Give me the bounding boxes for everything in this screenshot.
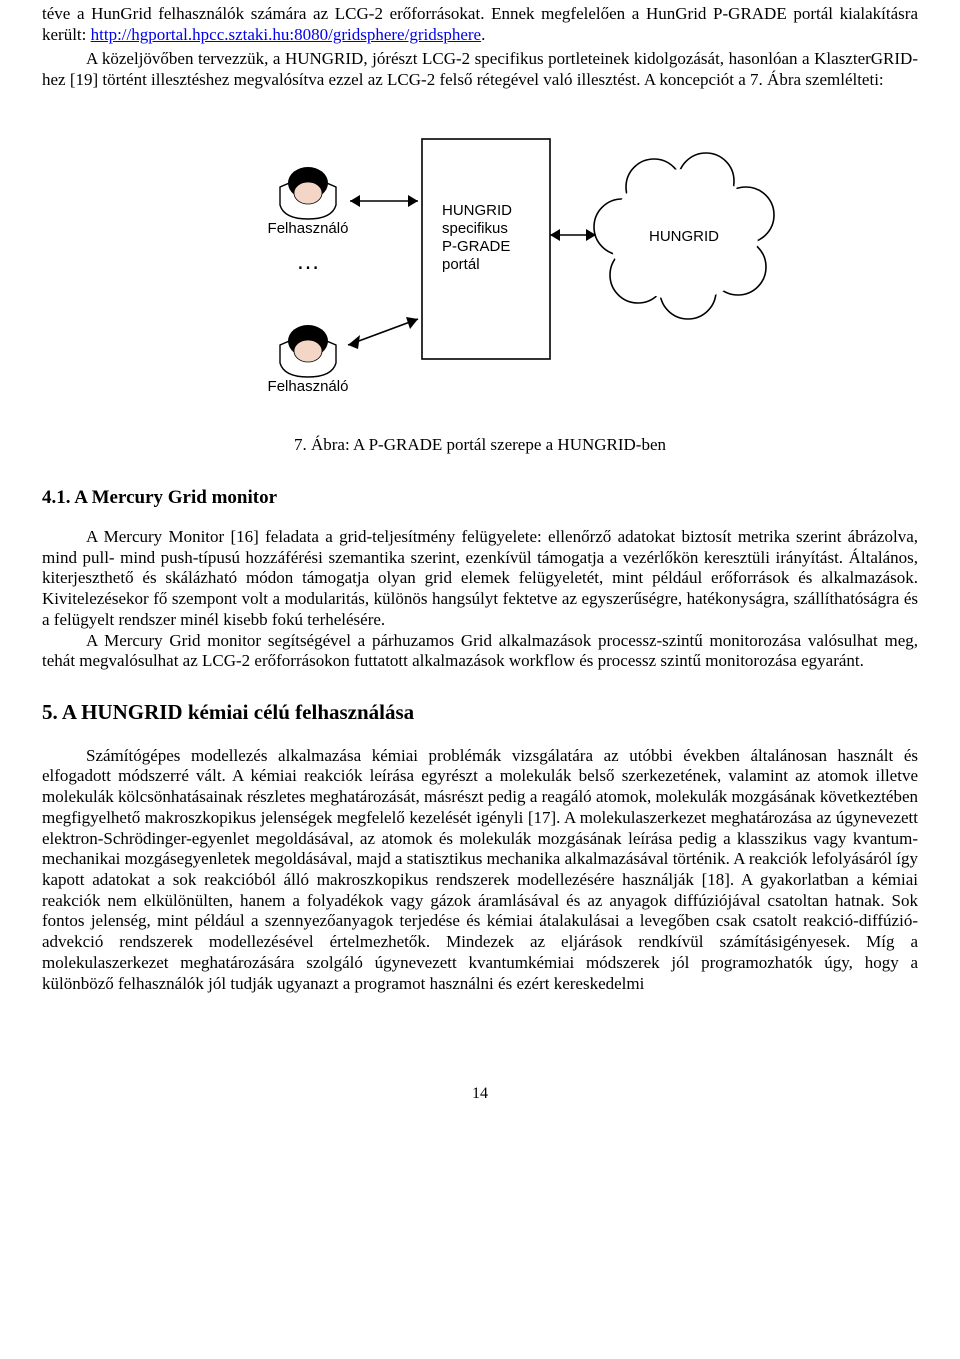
intro-part2: . bbox=[481, 25, 485, 44]
intro-p2: A közeljövőben tervezzük, a HUNGRID, jór… bbox=[42, 49, 918, 90]
mercury-p2: A Mercury Grid monitor segítségével a pá… bbox=[42, 631, 918, 672]
figure-7-svg: HUNGRID specifikus P-GRADE portál HUNGRI… bbox=[160, 119, 800, 419]
svg-text:Felhasználó: Felhasználó bbox=[268, 220, 349, 237]
svg-text:HUNGRID: HUNGRID bbox=[442, 202, 512, 219]
svg-text:P-GRADE: P-GRADE bbox=[442, 238, 510, 255]
svg-text:HUNGRID: HUNGRID bbox=[649, 228, 719, 245]
svg-text:…: … bbox=[296, 248, 320, 275]
svg-text:specifikus: specifikus bbox=[442, 220, 508, 237]
portal-link[interactable]: http://hgportal.hpcc.sztaki.hu:8080/grid… bbox=[91, 25, 481, 44]
figure-7: HUNGRID specifikus P-GRADE portál HUNGRI… bbox=[42, 119, 918, 456]
figure-7-caption: 7. Ábra: A P-GRADE portál szerepe a HUNG… bbox=[42, 435, 918, 456]
page-number: 14 bbox=[42, 1084, 918, 1134]
svg-text:Felhasználó: Felhasználó bbox=[268, 378, 349, 395]
svg-text:portál: portál bbox=[442, 256, 480, 273]
mercury-p1: A Mercury Monitor [16] feladata a grid-t… bbox=[42, 527, 918, 631]
chem-p1: Számítógépes modellezés alkalmazása kémi… bbox=[42, 746, 918, 995]
heading-chem: 5. A HUNGRID kémiai célú felhasználása bbox=[42, 700, 918, 726]
intro-p1: téve a HunGrid felhasználók számára az L… bbox=[42, 4, 918, 45]
heading-mercury: 4.1. A Mercury Grid monitor bbox=[42, 486, 918, 509]
